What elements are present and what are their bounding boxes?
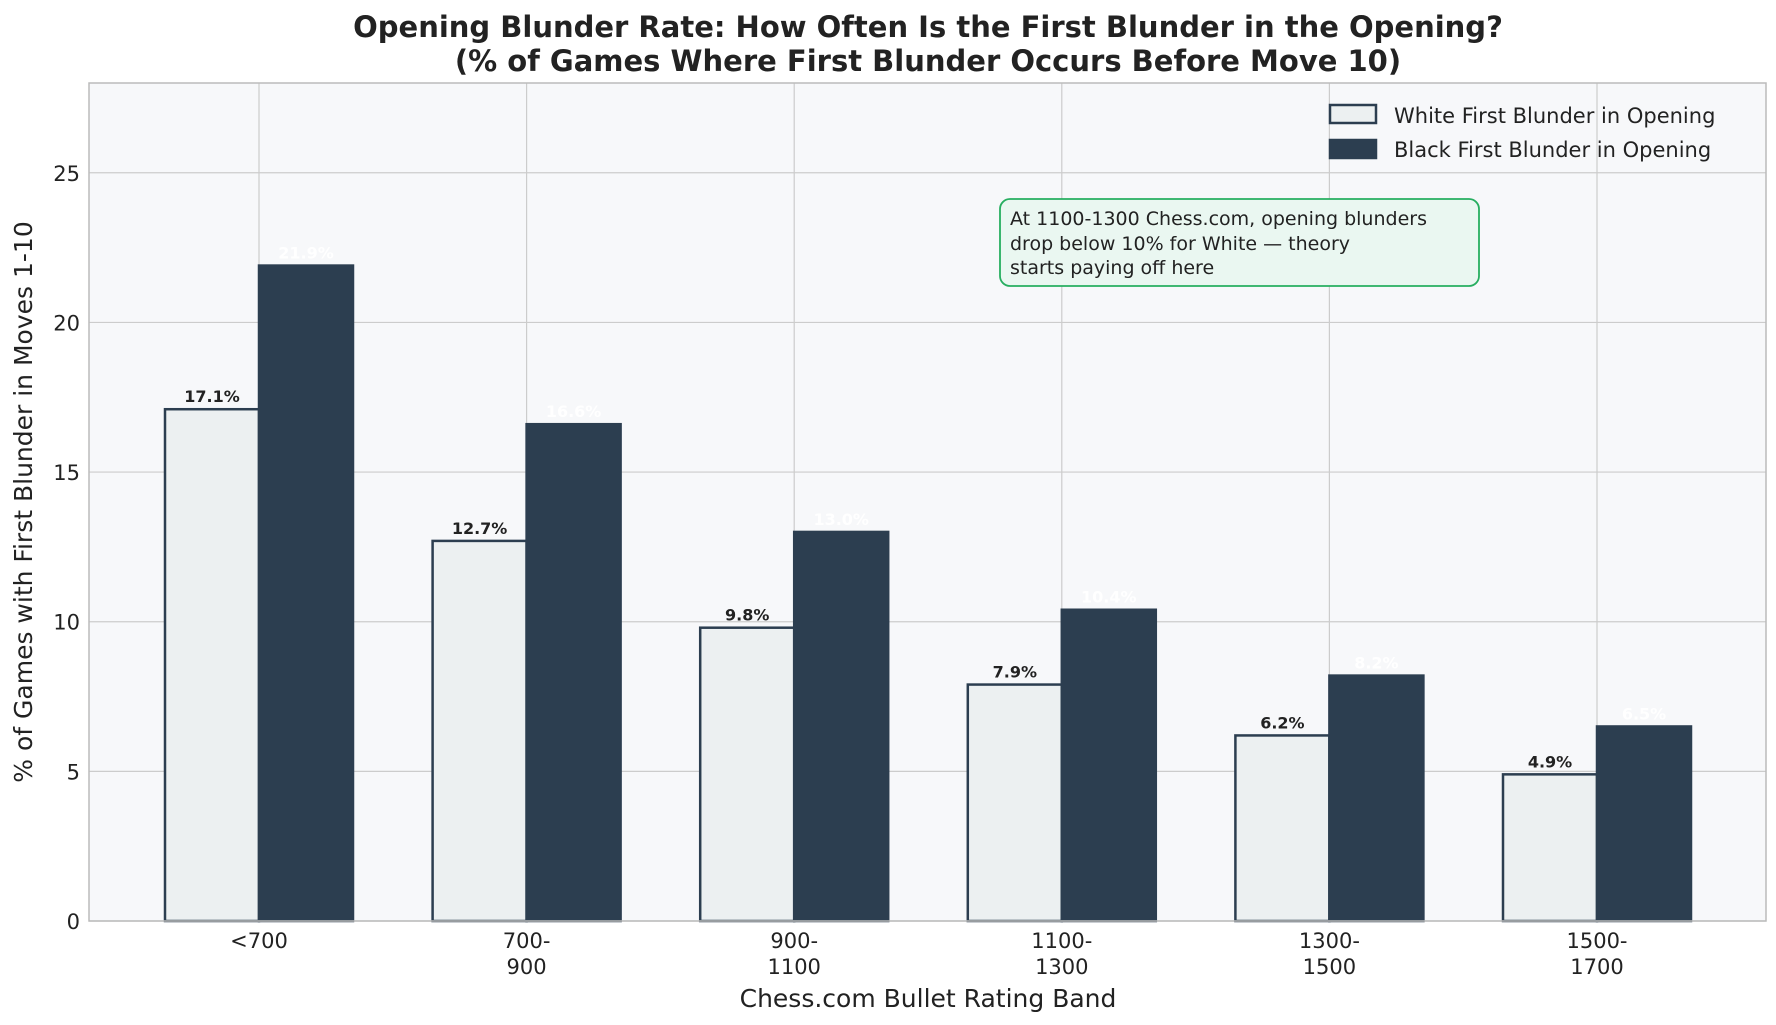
data-label-s1-1: 16.6% — [546, 402, 602, 421]
data-label-s0-0: 17.1% — [184, 387, 240, 406]
x-tick-label-1-0: 700- — [503, 929, 551, 953]
annotation-frame — [999, 198, 1480, 287]
data-label-s0-5: 4.9% — [1528, 752, 1572, 771]
y-tick-label-5: 25 — [53, 162, 80, 186]
y-tick-label-1: 5 — [67, 760, 80, 784]
y-axis-label: % of Games with First Blunder in Moves 1… — [9, 221, 38, 782]
bar-s0-3 — [966, 683, 1064, 923]
bar-s0-5 — [1501, 773, 1599, 923]
legend: White First Blunder in Opening Black Fir… — [1328, 103, 1715, 162]
legend-swatch-white — [1328, 103, 1378, 125]
plot-area — [89, 83, 1766, 921]
data-label-s0-3: 7.9% — [993, 663, 1037, 682]
bar-s1-3 — [1060, 608, 1158, 923]
x-tick-label-4-0: 1300- — [1299, 929, 1360, 953]
y-tick-label-4: 20 — [53, 311, 80, 335]
bar-s0-4 — [1234, 734, 1331, 923]
x-tick-label-5-0: 1500- — [1566, 929, 1627, 953]
data-label-s0-4: 6.2% — [1260, 713, 1304, 732]
plot-frame — [88, 82, 1767, 922]
annotation-line-2: drop below 10% for White — theory — [1010, 233, 1350, 255]
bar-s1-1 — [525, 422, 622, 923]
y-tick-label-2: 10 — [53, 611, 80, 635]
bar-s0-2 — [698, 626, 796, 923]
data-label-s0-1: 12.7% — [452, 519, 508, 538]
chart-title-line-2: (% of Games Where First Blunder Occurs B… — [455, 44, 1401, 78]
x-tick-label-4-1: 1500 — [1303, 955, 1356, 979]
annotation-line-1: At 1100-1300 Chess.com, opening blunders — [1010, 208, 1427, 230]
x-tick-label-3-1: 1300 — [1035, 955, 1088, 979]
data-label-s1-0: 21.9% — [278, 244, 334, 263]
x-tick-label-5-1: 1700 — [1570, 955, 1623, 979]
bar-s0-0 — [163, 407, 261, 923]
data-label-s1-5: 6.5% — [1622, 704, 1666, 723]
bars — [163, 264, 1693, 923]
data-label-s1-3: 10.4% — [1081, 588, 1137, 607]
bar-s1-5 — [1595, 725, 1693, 923]
legend-swatch-black — [1328, 138, 1378, 160]
data-labels: 17.1% 12.7% 9.8% 7.9% 6.2% 4.9% 21.9% 16.6% 13.0… — [184, 244, 1666, 772]
bar-s1-4 — [1328, 674, 1425, 923]
y-tick-label-0: 0 — [67, 910, 80, 934]
bar-s1-2 — [792, 530, 890, 923]
legend-label-black: Black First Blunder in Opening — [1394, 138, 1711, 162]
x-tick-label-2-0: 900- — [770, 929, 818, 953]
x-tick-label-1-1: 900 — [507, 955, 547, 979]
x-tick-label-3-0: 1100- — [1031, 929, 1092, 953]
y-tick-label-3: 15 — [53, 461, 80, 485]
chart-title-line-1: Opening Blunder Rate: How Often Is the F… — [353, 10, 1503, 44]
legend-label-white: White First Blunder in Opening — [1394, 104, 1715, 128]
x-axis-label: Chess.com Bullet Rating Band — [740, 984, 1117, 1013]
bar-s1-0 — [257, 264, 355, 923]
annotation-line-3: starts paying off here — [1010, 257, 1214, 279]
bar-s0-1 — [431, 539, 528, 923]
data-label-s1-4: 8.2% — [1354, 654, 1398, 673]
y-axis-ticks: 0 5 10 15 20 25 — [53, 162, 80, 934]
data-label-s1-2: 13.0% — [813, 510, 869, 529]
data-label-s0-2: 9.8% — [725, 606, 769, 625]
x-tick-label-2-1: 1100 — [767, 955, 820, 979]
x-axis-ticks: <700 700-900 900-1100 1100-1300 1300-1500 150… — [230, 929, 1627, 979]
x-tick-label-0-0: <700 — [230, 929, 288, 953]
annotation-box: At 1100-1300 Chess.com, opening blunders… — [999, 198, 1480, 287]
